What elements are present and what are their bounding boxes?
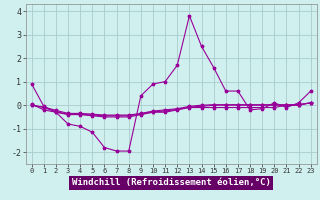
X-axis label: Windchill (Refroidissement éolien,°C): Windchill (Refroidissement éolien,°C) [72, 178, 271, 187]
